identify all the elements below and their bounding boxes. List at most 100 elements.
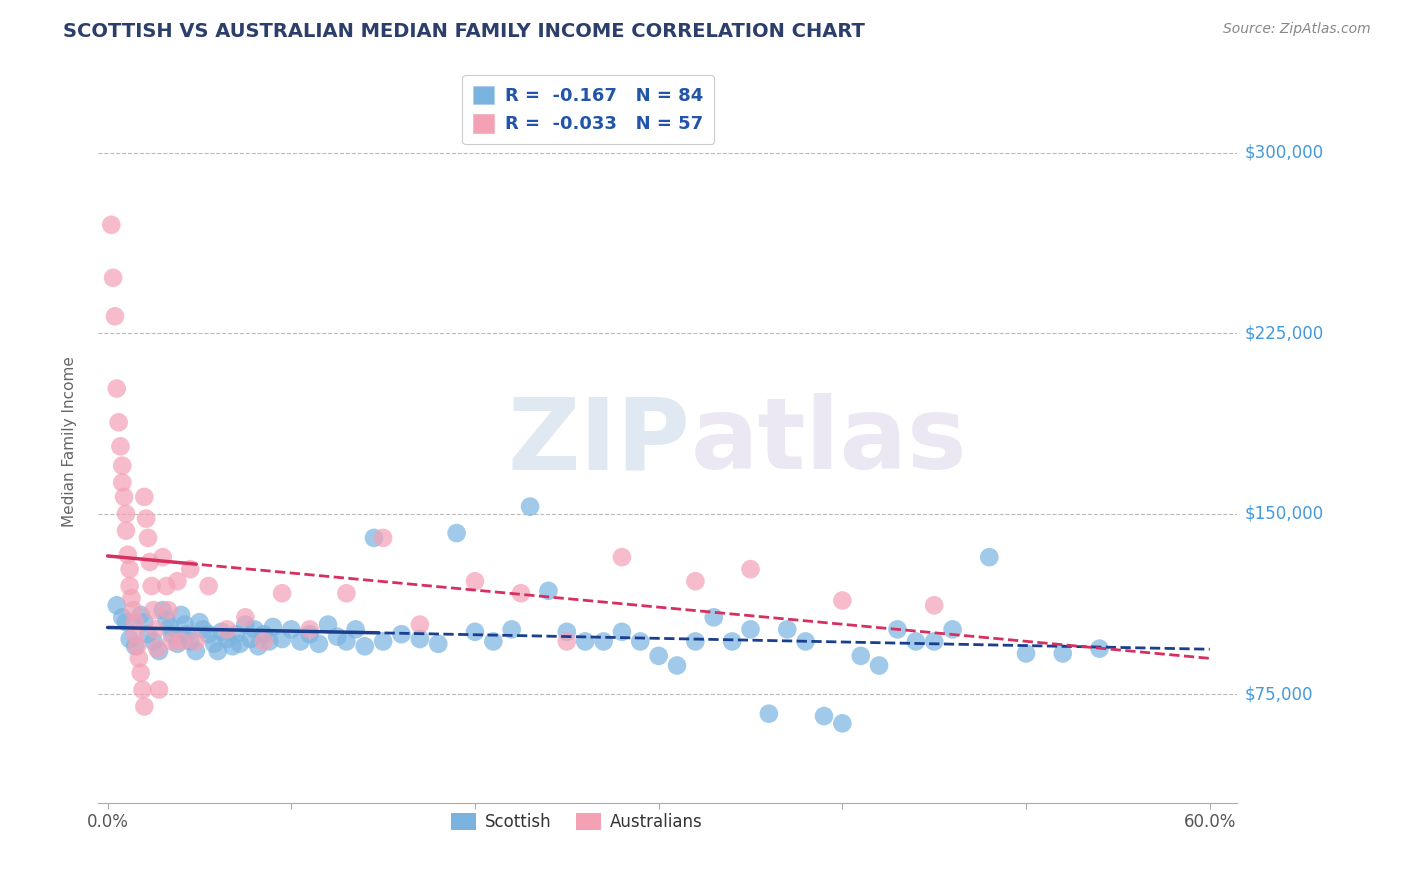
Point <box>105 599 128 613</box>
Point <box>904 634 927 648</box>
Point <box>135 511 157 525</box>
Point <box>101 270 124 285</box>
Point <box>235 617 257 632</box>
Point <box>142 634 165 648</box>
Point <box>610 624 633 639</box>
Point <box>776 623 799 637</box>
Point <box>831 593 853 607</box>
Point <box>202 637 225 651</box>
Point <box>868 658 890 673</box>
Point <box>155 613 177 627</box>
Point <box>136 531 159 545</box>
Point <box>100 218 122 232</box>
Point <box>179 634 201 648</box>
Point <box>335 634 357 648</box>
Point <box>170 607 193 622</box>
Point <box>1088 641 1111 656</box>
Point <box>1015 647 1038 661</box>
Point <box>221 639 243 653</box>
Point <box>184 644 207 658</box>
Point <box>117 548 139 562</box>
Point <box>107 415 129 429</box>
Point <box>280 623 302 637</box>
Point <box>134 615 156 630</box>
Text: atlas: atlas <box>690 393 967 490</box>
Point <box>225 627 247 641</box>
Point <box>115 524 138 538</box>
Point <box>298 623 321 637</box>
Point <box>179 562 201 576</box>
Text: $225,000: $225,000 <box>1244 324 1324 343</box>
Y-axis label: Median Family Income: Median Family Income <box>62 356 77 527</box>
Point <box>235 610 257 624</box>
Legend: Scottish, Australians: Scottish, Australians <box>444 806 709 838</box>
Point <box>148 644 170 658</box>
Point <box>111 610 134 624</box>
Point <box>152 550 174 565</box>
Point <box>124 627 146 641</box>
Point <box>831 716 853 731</box>
Point <box>170 634 193 648</box>
Point <box>685 634 707 648</box>
Point <box>628 634 651 648</box>
Point <box>721 634 744 648</box>
Point <box>409 632 432 646</box>
Point <box>141 579 163 593</box>
Point <box>371 634 394 648</box>
Point <box>271 586 294 600</box>
Point <box>118 579 141 593</box>
Text: $75,000: $75,000 <box>1244 685 1313 704</box>
Point <box>118 562 141 576</box>
Point <box>125 639 148 653</box>
Point <box>142 603 165 617</box>
Point <box>129 665 152 680</box>
Point <box>446 526 468 541</box>
Point <box>176 627 198 641</box>
Point <box>122 603 145 617</box>
Point <box>229 637 252 651</box>
Point <box>647 648 669 663</box>
Point <box>243 623 266 637</box>
Point <box>215 623 238 637</box>
Point <box>685 574 707 589</box>
Point <box>427 637 450 651</box>
Point <box>942 623 965 637</box>
Point <box>148 682 170 697</box>
Text: $300,000: $300,000 <box>1244 144 1324 161</box>
Point <box>813 709 835 723</box>
Point <box>501 623 523 637</box>
Point <box>166 574 188 589</box>
Point <box>979 550 1001 565</box>
Point <box>197 579 219 593</box>
Point <box>146 641 169 656</box>
Point <box>134 699 156 714</box>
Point <box>308 637 330 651</box>
Point <box>145 623 167 637</box>
Point <box>849 648 872 663</box>
Point <box>519 500 541 514</box>
Point <box>207 644 229 658</box>
Point <box>115 507 138 521</box>
Point <box>537 583 560 598</box>
Point <box>139 555 162 569</box>
Point <box>215 632 238 646</box>
Point <box>555 624 578 639</box>
Point <box>326 630 349 644</box>
Point <box>173 617 195 632</box>
Point <box>111 458 134 473</box>
Point <box>298 627 321 641</box>
Point <box>253 627 276 641</box>
Point <box>197 627 219 641</box>
Point <box>124 639 146 653</box>
Point <box>131 682 153 697</box>
Point <box>136 627 159 641</box>
Point <box>191 623 214 637</box>
Point <box>666 658 689 673</box>
Point <box>155 579 177 593</box>
Point <box>271 632 294 646</box>
Point <box>555 634 578 648</box>
Point <box>247 639 270 653</box>
Point <box>922 599 945 613</box>
Point <box>157 603 180 617</box>
Point <box>111 475 134 490</box>
